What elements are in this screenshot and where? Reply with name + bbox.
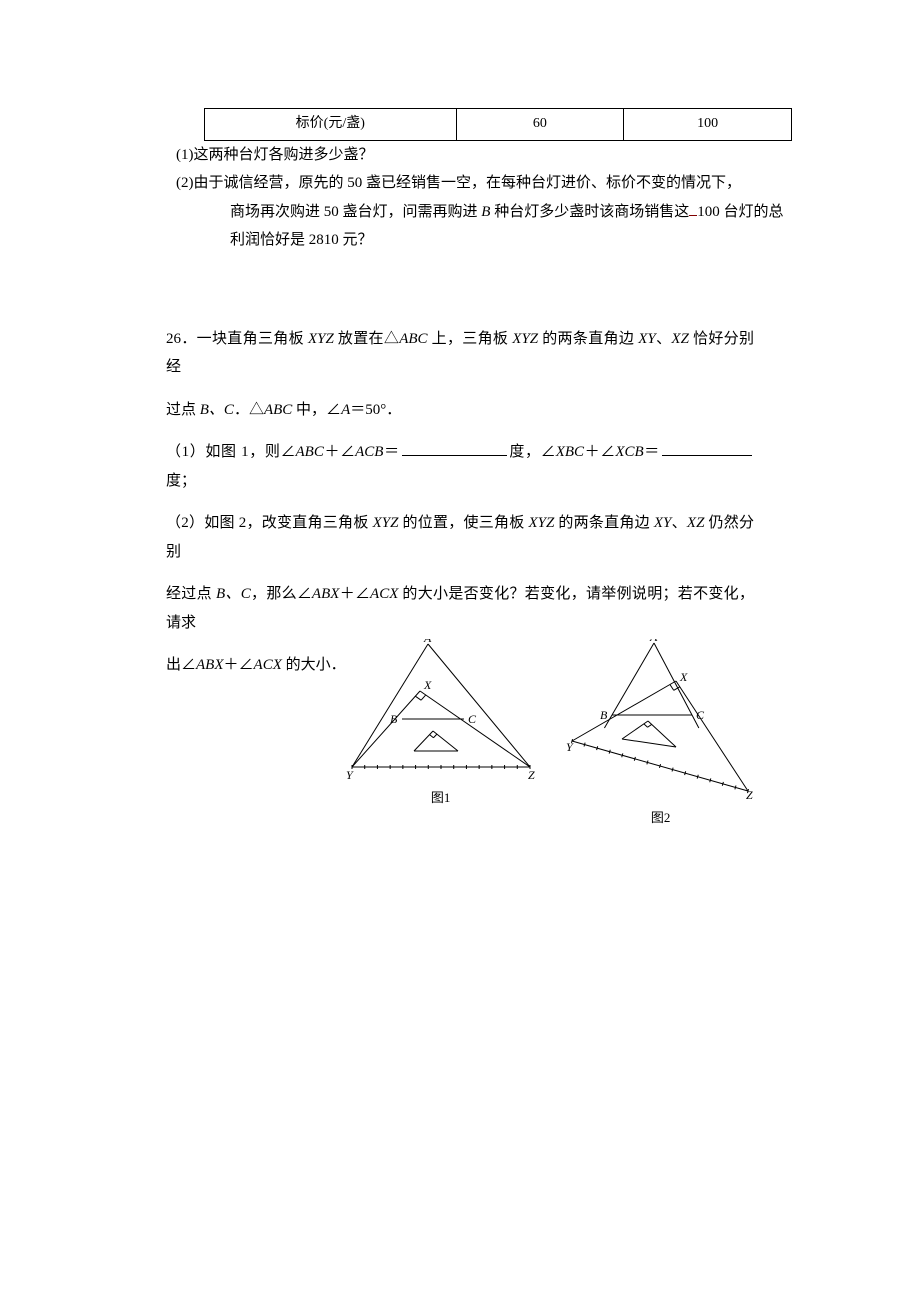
bc: B、C (216, 586, 251, 602)
xbc: XBC (556, 444, 584, 460)
svg-text:C: C (696, 708, 705, 722)
fig2-caption: 图2 (651, 806, 671, 831)
row-label-cell: 标价(元/盏) (205, 109, 457, 141)
t: ，那么∠ (251, 586, 312, 602)
q25-2-line3: 利润恰好是 2810 元？ (166, 226, 754, 255)
price-table: 标价(元/盏) 60 100 (204, 108, 792, 141)
t: 的两条直角边 (554, 515, 654, 531)
t: （1）如图 1，则∠ (166, 444, 296, 460)
acx: ACX (254, 657, 282, 673)
t: 出∠ (166, 657, 196, 673)
question-26: 26．一块直角三角板 XYZ 放置在△ABC 上，三角板 XYZ 的两条直角边 … (166, 325, 754, 831)
blank-2 (662, 440, 752, 456)
blank-1 (402, 440, 507, 456)
svg-text:C: C (468, 712, 477, 726)
abc: ABC (296, 444, 324, 460)
figure-1: A B C X Y Z 图1 (346, 639, 536, 831)
cell-b: 100 (624, 109, 792, 141)
t: 的位置，使三角板 (398, 515, 528, 531)
t: ＋∠ (224, 657, 254, 673)
t: 上，三角板 (428, 331, 513, 347)
t: 度； (166, 473, 196, 489)
xz: XZ (671, 331, 689, 347)
fig1-caption: 图1 (431, 786, 451, 811)
bc: B、C (200, 402, 234, 418)
svg-text:X: X (423, 678, 432, 692)
svg-text:Z: Z (746, 788, 753, 802)
t: 放置在△ (334, 331, 399, 347)
q26-num: 26． (166, 331, 197, 347)
fig1-svg: A B C X Y Z (346, 639, 536, 784)
q25-2-line1: (2)由于诚信经营，原先的 50 盏已经销售一空，在每种台灯进价、标价不变的情况… (166, 169, 754, 198)
t: 经过点 (166, 586, 216, 602)
svg-text:Y: Y (566, 740, 574, 754)
figure-area: A B C X Y Z 图1 A B C X Y Z 图2 (346, 639, 766, 831)
maroon-mark (689, 202, 697, 216)
t: 一块直角三角板 (197, 331, 308, 347)
xyz: XYZ (373, 515, 399, 531)
xz: XZ (687, 515, 705, 531)
t: （2）如图 2，改变直角三角板 (166, 515, 373, 531)
q25-2c: 100 台灯的总 (697, 204, 783, 220)
t: ＋∠ (339, 586, 370, 602)
xyz: XYZ (308, 331, 334, 347)
t: 的两条直角边 (538, 331, 638, 347)
q26-line2: 过点 B、C．△ABC 中，∠A＝50°． (166, 396, 754, 425)
svg-text:A: A (649, 639, 658, 644)
t: 过点 (166, 402, 200, 418)
xyz: XYZ (512, 331, 538, 347)
q25-1: (1)这两种台灯各购进多少盏？ (166, 141, 754, 170)
q25-2b: 种台灯多少盏时该商场销售这 (490, 204, 689, 220)
abc: ABC (264, 402, 292, 418)
q26-part2-l3: 出∠ABX＋∠ACX 的大小． (166, 651, 346, 680)
q25-2-line2: 商场再次购进 50 盏台灯，问需再购进 B 种台灯多少盏时该商场销售这100 台… (166, 198, 754, 227)
xcb: XCB (615, 444, 643, 460)
a: A (341, 402, 350, 418)
t: ．△ (234, 402, 264, 418)
table-row: 标价(元/盏) 60 100 (205, 109, 792, 141)
acx: ACX (370, 586, 398, 602)
t: 度，∠ (509, 444, 556, 460)
xyz: XYZ (528, 515, 554, 531)
q26-part2-l2: 经过点 B、C，那么∠ABX＋∠ACX 的大小是否变化？若变化，请举例说明；若不… (166, 580, 754, 637)
svg-text:Y: Y (346, 768, 354, 782)
xy: XY (638, 331, 656, 347)
figure-2: A B C X Y Z 图2 (566, 639, 756, 831)
abx: ABX (196, 657, 224, 673)
t: ＝50°． (350, 402, 401, 418)
acb: ACB (355, 444, 383, 460)
fig2-svg: A B C X Y Z (566, 639, 756, 804)
page: 标价(元/盏) 60 100 (1)这两种台灯各购进多少盏？ (2)由于诚信经营… (0, 0, 920, 1302)
q26-part2-l1: （2）如图 2，改变直角三角板 XYZ 的位置，使三角板 XYZ 的两条直角边 … (166, 509, 754, 566)
svg-text:B: B (390, 712, 398, 726)
abc: ABC (399, 331, 427, 347)
t: 的大小． (282, 657, 346, 673)
xy: XY (654, 515, 672, 531)
abx: ABX (312, 586, 340, 602)
svg-text:X: X (679, 670, 688, 684)
svg-text:Z: Z (528, 768, 535, 782)
svg-text:A: A (423, 639, 432, 645)
t: ＋∠ (584, 444, 615, 460)
t: ＝ (383, 444, 399, 460)
q25-2a: 商场再次购进 50 盏台灯，问需再购进 (230, 204, 481, 220)
q26-part1: （1）如图 1，则∠ABC＋∠ACB＝度，∠XBC＋∠XCB＝度； (166, 438, 754, 495)
q26-intro: 26．一块直角三角板 XYZ 放置在△ABC 上，三角板 XYZ 的两条直角边 … (166, 325, 754, 382)
t: ＝ (644, 444, 660, 460)
t: 中，∠ (292, 402, 341, 418)
t: ＋∠ (324, 444, 355, 460)
svg-text:B: B (600, 708, 608, 722)
cell-a: 60 (456, 109, 624, 141)
